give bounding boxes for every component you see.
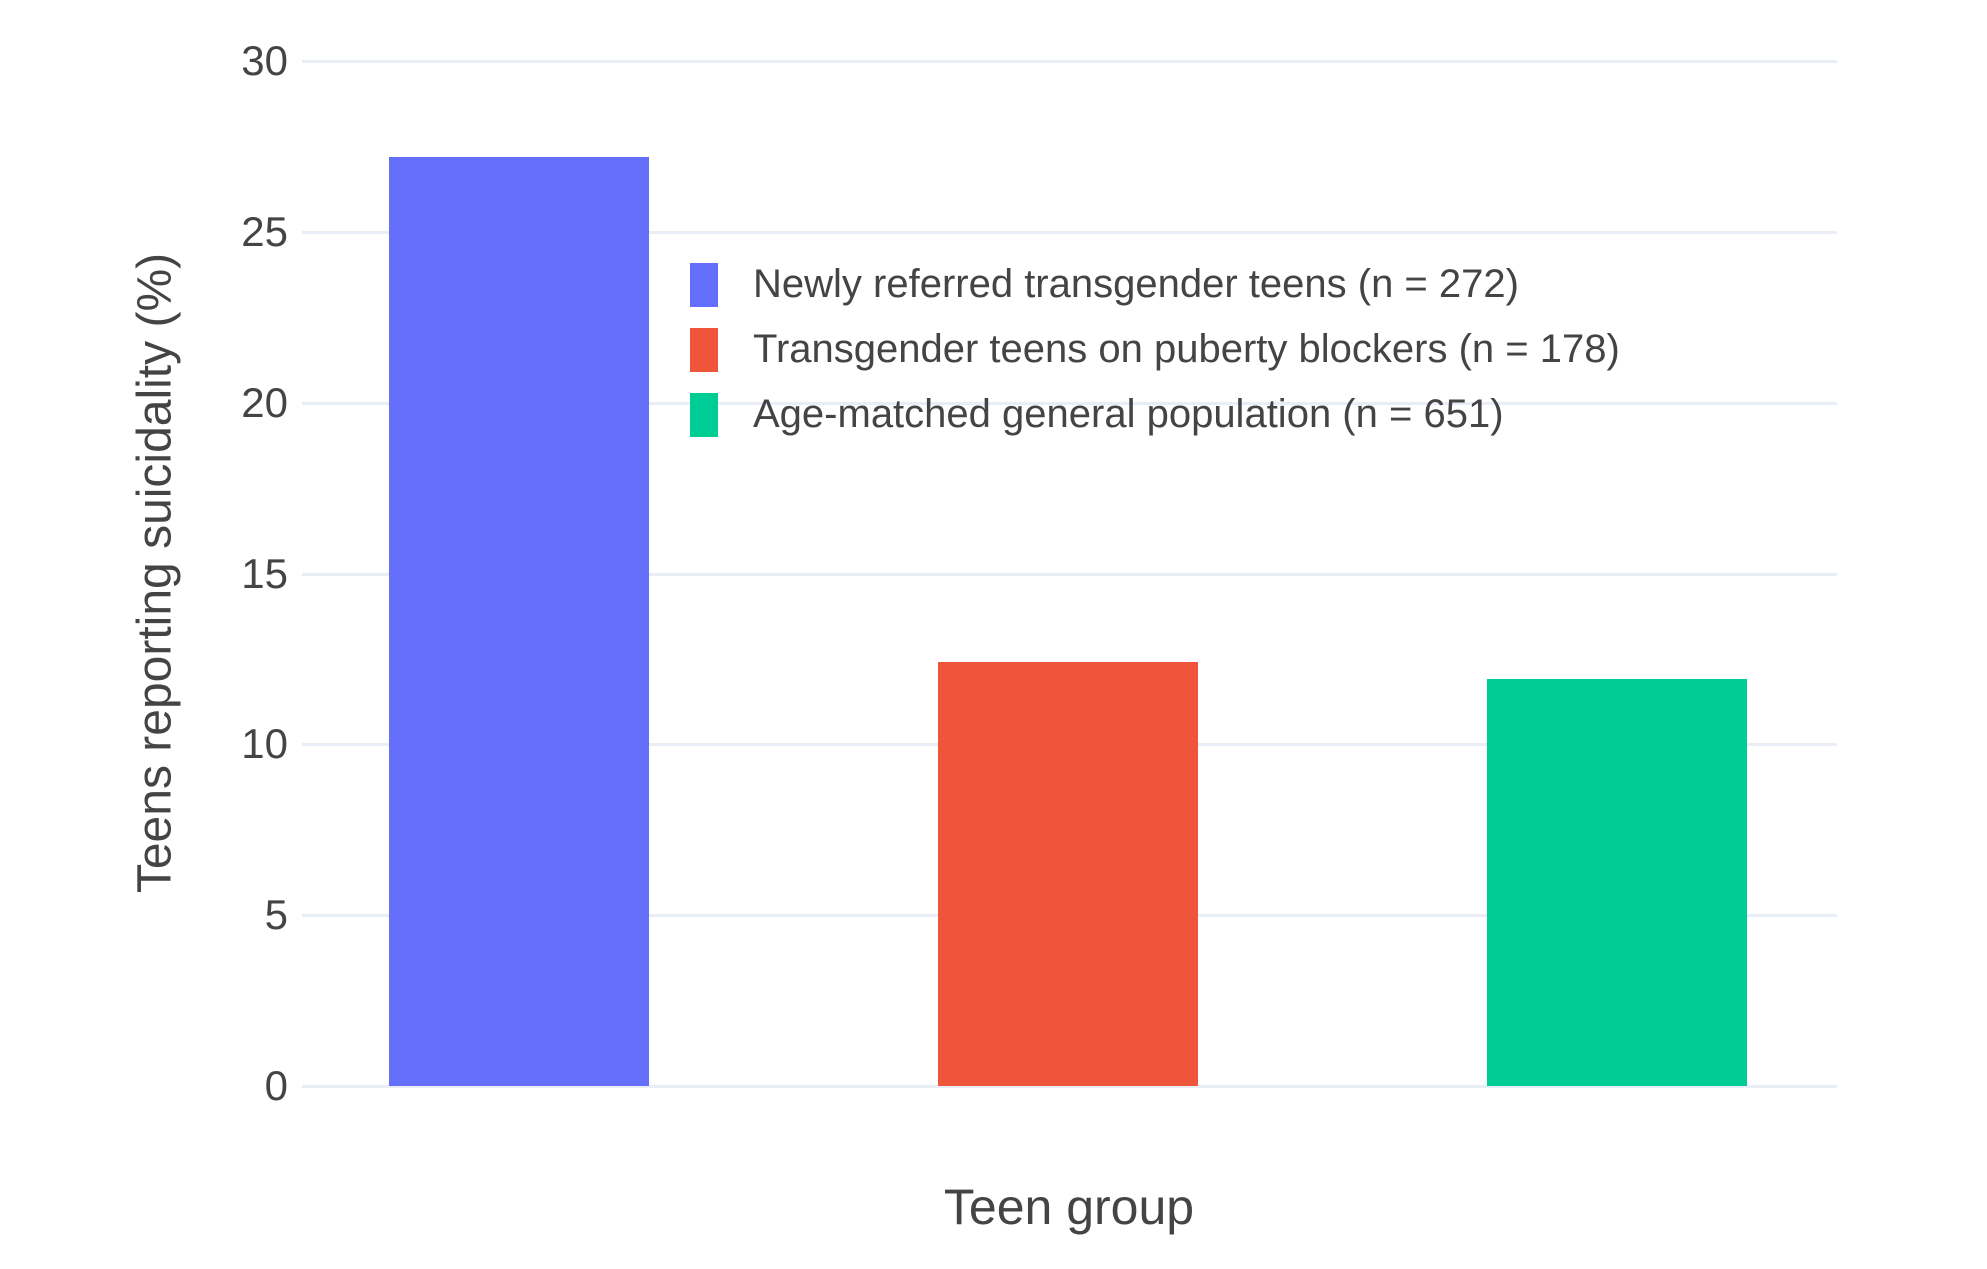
gridline-y-15 [302,572,1837,576]
y-tick-label-15: 15 [241,549,288,597]
legend-label: Newly referred transgender teens (n = 27… [753,262,1519,306]
y-tick-label-5: 5 [264,891,288,939]
legend-label: Age-matched general population (n = 651) [753,392,1504,436]
y-axis-title: Teens reporting suicidality (%) [128,252,182,894]
legend-item-1[interactable]: Transgender teens on puberty blockers (n… [690,317,1620,382]
legend-swatch-icon [690,262,718,307]
bar-1[interactable] [938,662,1198,1086]
legend-item-0[interactable]: Newly referred transgender teens (n = 27… [690,252,1620,317]
gridline-y-0 [302,1085,1837,1088]
legend-swatch-icon [690,392,718,437]
gridline-y-30 [302,60,1837,63]
legend-swatch-icon [690,327,718,372]
y-tick-label-0: 0 [264,1062,288,1109]
y-tick-label-30: 30 [241,37,288,84]
y-tick-label-20: 20 [241,378,288,426]
y-tick-label-10: 10 [241,720,288,768]
legend-label: Transgender teens on puberty blockers (n… [753,327,1620,371]
legend-item-2[interactable]: Age-matched general population (n = 651) [690,382,1620,447]
y-tick-label-25: 25 [241,207,288,255]
x-axis-title: Teen group [943,1179,1195,1235]
legend: Newly referred transgender teens (n = 27… [690,252,1620,447]
gridline-y-20 [302,401,1837,405]
gridline-y-25 [302,230,1837,234]
bar-0[interactable] [389,156,649,1086]
bar-2[interactable] [1487,679,1747,1086]
plot-area [302,60,1837,1088]
